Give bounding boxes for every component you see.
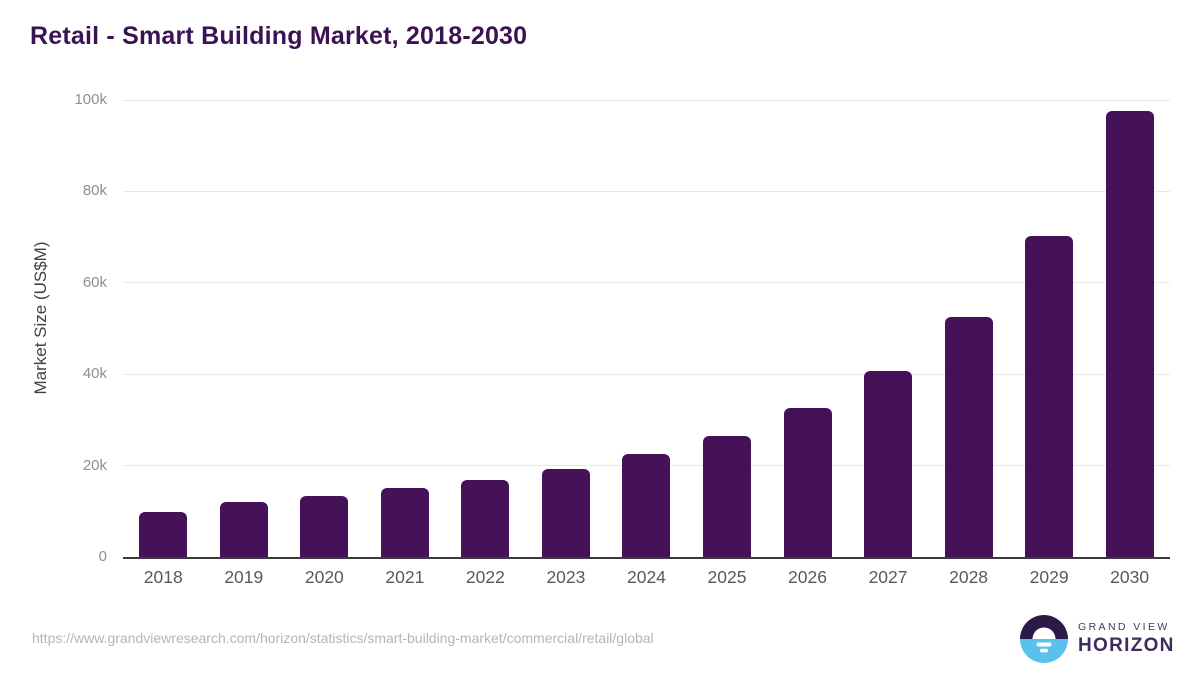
bar-series xyxy=(123,100,1170,557)
x-tick-label: 2025 xyxy=(707,567,747,587)
bar-slot xyxy=(606,100,687,557)
y-tick-label: 0 xyxy=(98,548,107,565)
brand-logo-text: GRAND VIEW HORIZON xyxy=(1078,621,1175,657)
brand-logo: GRAND VIEW HORIZON xyxy=(1020,615,1175,663)
bar-slot xyxy=(445,100,526,557)
x-tick-label: 2022 xyxy=(465,567,505,587)
x-tick-label: 2029 xyxy=(1029,567,1069,587)
x-axis-tick-labels: 2018 2019 2020 2021 2022 2023 2024 2025 2026 2027… xyxy=(123,567,1170,588)
bar-slot xyxy=(1089,100,1170,557)
x-tick-label: 2021 xyxy=(385,567,425,587)
bar-2027 xyxy=(864,371,913,557)
bar-2030 xyxy=(1105,110,1154,557)
bar-2023 xyxy=(541,469,590,557)
brand-name-top: GRAND VIEW xyxy=(1078,621,1170,633)
gridline xyxy=(123,190,1170,192)
bar-slot xyxy=(204,100,285,557)
x-tick-label: 2027 xyxy=(868,567,908,587)
x-tick-label: 2020 xyxy=(304,567,344,587)
bar-2020 xyxy=(300,495,349,557)
horizon-sun-icon xyxy=(1020,615,1068,663)
bar-2021 xyxy=(380,488,429,557)
bar-slot xyxy=(365,100,446,557)
bar-slot xyxy=(284,100,365,557)
gridline xyxy=(123,373,1170,375)
x-tick-label: 2024 xyxy=(626,567,666,587)
x-tick-label: 2018 xyxy=(143,567,183,587)
gridline xyxy=(123,282,1170,284)
x-tick-label: 2023 xyxy=(546,567,586,587)
bar-slot xyxy=(1009,100,1090,557)
bar-slot xyxy=(848,100,929,557)
chart-title: Retail - Smart Building Market, 2018-203… xyxy=(30,22,528,50)
y-tick-label: 60k xyxy=(82,273,107,291)
x-tick-label: 2026 xyxy=(788,567,827,587)
bar-slot xyxy=(928,100,1009,557)
bar-2029 xyxy=(1025,236,1074,557)
brand-name-bottom: HORIZON xyxy=(1078,635,1175,656)
x-tick-label: 2028 xyxy=(949,567,989,587)
y-tick-label: 100k xyxy=(74,91,107,108)
bar-slot xyxy=(526,100,607,557)
bar-2019 xyxy=(219,502,268,557)
plot-area xyxy=(123,99,1170,559)
bar-2018 xyxy=(139,512,188,557)
y-tick-label: 40k xyxy=(82,365,107,383)
bar-2028 xyxy=(944,317,993,557)
gridline xyxy=(123,99,1170,101)
y-tick-label: 20k xyxy=(82,456,107,474)
bar-2025 xyxy=(702,435,751,557)
x-tick-label: 2030 xyxy=(1110,567,1150,587)
bar-2026 xyxy=(783,408,832,557)
y-tick-label: 80k xyxy=(82,182,107,200)
bar-slot xyxy=(687,100,768,557)
x-tick-label: 2019 xyxy=(224,567,264,587)
y-axis-tick-labels: 0 20k 40k 60k 80k 100k xyxy=(0,91,107,565)
bar-2024 xyxy=(622,454,671,557)
bar-2022 xyxy=(461,480,510,557)
bar-slot xyxy=(123,100,204,557)
bar-slot xyxy=(767,100,848,557)
source-url: https://www.grandviewresearch.com/horizo… xyxy=(32,630,654,646)
